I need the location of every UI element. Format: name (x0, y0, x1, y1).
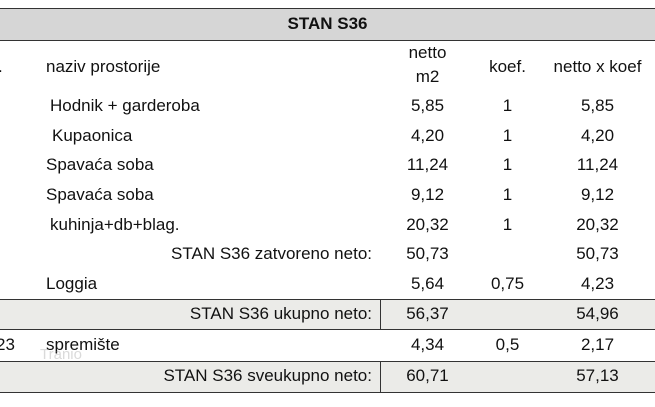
netto: 5,64 (410, 274, 445, 293)
koef: 1 (502, 215, 513, 234)
netto-koef: 9,12 (580, 185, 615, 204)
watermark: Tranio (40, 346, 82, 363)
netto: 56,37 (406, 304, 449, 323)
shade (0, 361, 655, 392)
netto-koef: 54,96 (576, 304, 619, 323)
koef: 0,5 (495, 335, 520, 354)
netto-koef: 50,73 (576, 244, 619, 263)
netto: 60,71 (406, 366, 449, 385)
room-name: Loggia (46, 274, 98, 293)
rule (0, 361, 655, 362)
koef: 1 (502, 126, 513, 145)
rule (0, 299, 655, 300)
total-label: STAN S36 sveukupno neto: (163, 366, 372, 385)
koef: 0,75 (490, 274, 525, 293)
koef: 1 (502, 185, 513, 204)
room-name: kuhinja+db+blag. (50, 215, 180, 234)
netto-koef: 4,20 (580, 126, 615, 145)
netto-koef: 20,32 (576, 215, 619, 234)
room-name: Kupaonica (52, 126, 133, 145)
netto: 5,85 (410, 96, 445, 115)
room-name: Spavaća soba (46, 185, 154, 204)
netto-koef: 2,17 (580, 335, 615, 354)
koef: 1 (502, 96, 513, 115)
col-header: m2 (415, 67, 440, 86)
subtotal-label: STAN S36 ukupno neto: (189, 304, 372, 323)
rule (0, 392, 655, 393)
rule (0, 8, 655, 9)
col-header: . (0, 52, 3, 82)
netto: 4,34 (410, 335, 445, 354)
col-header: koef. (489, 57, 526, 76)
netto-koef: 5,85 (580, 96, 615, 115)
netto: 11,24 (406, 155, 449, 174)
rule (380, 299, 381, 329)
netto-koef: 4,23 (580, 274, 615, 293)
netto-koef: 11,24 (576, 155, 619, 174)
room-name: Spavaća soba (46, 155, 154, 174)
room-name: spremište (46, 335, 120, 354)
subtotal-label: STAN S36 zatvoreno neto: (171, 244, 372, 263)
row-number: 23 (0, 335, 15, 354)
title-band (0, 8, 655, 40)
koef: 1 (502, 155, 513, 174)
col-header: naziv prostorije (46, 57, 161, 76)
title: STAN S36 (287, 14, 368, 33)
rule (0, 40, 655, 41)
netto: 4,20 (410, 126, 445, 145)
room-name: Hodnik + garderoba (50, 96, 200, 115)
netto: 20,32 (406, 215, 449, 234)
shade (0, 299, 655, 329)
netto-koef: 57,13 (576, 366, 619, 385)
netto: 9,12 (410, 185, 445, 204)
col-header: netto x koef (553, 57, 642, 76)
rule (380, 361, 381, 392)
netto: 50,73 (406, 244, 449, 263)
rule (0, 329, 655, 330)
col-header: netto (408, 43, 447, 62)
